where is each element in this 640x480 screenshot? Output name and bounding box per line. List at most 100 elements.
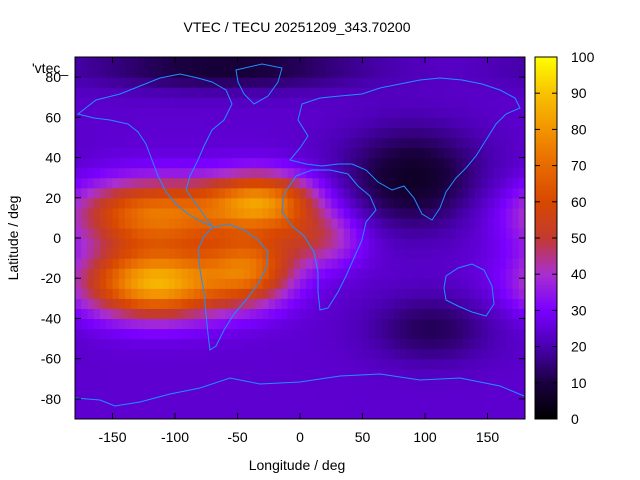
heatmap-cell: [368, 197, 376, 209]
heatmap-cell: [250, 248, 257, 259]
heatmap-cell: [331, 157, 339, 169]
heatmap-cell: [350, 167, 357, 179]
heatmap-cell: [487, 137, 495, 149]
heatmap-cell: [418, 187, 426, 199]
heatmap-cell: [312, 157, 320, 169]
heatmap-cell: [112, 398, 120, 410]
heatmap-cell: [143, 97, 151, 108]
heatmap-cell: [218, 378, 226, 390]
heatmap-cell: [437, 358, 445, 370]
heatmap-cell: [437, 258, 445, 269]
heatmap-cell: [500, 278, 507, 289]
heatmap-cell: [443, 167, 451, 179]
heatmap-cell: [125, 217, 132, 229]
heatmap-cell: [443, 177, 451, 189]
heatmap-cell: [162, 358, 170, 370]
heatmap-cell: [318, 258, 326, 269]
heatmap-cell: [200, 67, 207, 78]
heatmap-cell: [268, 308, 276, 320]
heatmap-cell: [231, 127, 239, 139]
heatmap-cell: [506, 57, 514, 68]
heatmap-cell: [106, 278, 114, 289]
heatmap-cell: [475, 298, 482, 309]
heatmap-cell: [500, 157, 507, 169]
heatmap-cell: [481, 278, 489, 289]
heatmap-cell: [393, 258, 401, 269]
heatmap-cell: [200, 227, 207, 239]
heatmap-cell: [368, 97, 376, 108]
heatmap-cell: [406, 348, 414, 360]
heatmap-cell: [243, 358, 251, 370]
heatmap-cell: [418, 338, 426, 350]
heatmap-cell: [187, 258, 195, 269]
heatmap-cell: [106, 57, 114, 68]
heatmap-cell: [87, 298, 95, 309]
heatmap-cell: [306, 117, 314, 128]
heatmap-cell: [131, 197, 139, 209]
heatmap-cell: [362, 238, 370, 249]
heatmap-cell: [75, 207, 82, 219]
heatmap-cell: [175, 127, 182, 139]
heatmap-cell: [250, 358, 257, 370]
heatmap-cell: [131, 398, 139, 410]
heatmap-cell: [118, 298, 126, 309]
heatmap-cell: [93, 167, 101, 179]
heatmap-cell: [462, 258, 470, 269]
heatmap-cell: [412, 117, 420, 128]
heatmap-cell: [356, 117, 364, 128]
heatmap-cell: [362, 177, 370, 189]
heatmap-cell: [406, 67, 414, 78]
heatmap-cell: [100, 137, 107, 149]
heatmap-cell: [237, 147, 245, 159]
heatmap-cell: [368, 137, 376, 149]
heatmap-cell: [81, 147, 89, 159]
heatmap-cell: [512, 318, 520, 330]
heatmap-cell: [200, 137, 207, 149]
heatmap-cell: [325, 358, 332, 370]
heatmap-cell: [393, 378, 401, 390]
heatmap-cell: [262, 167, 270, 179]
heatmap-cell: [200, 187, 207, 199]
heatmap-cell: [493, 288, 501, 299]
heatmap-cell: [437, 157, 445, 169]
heatmap-cell: [300, 97, 307, 108]
heatmap-cell: [362, 378, 370, 390]
heatmap-cell: [412, 217, 420, 229]
heatmap-cell: [125, 368, 132, 380]
heatmap-cell: [318, 298, 326, 309]
heatmap-cell: [443, 288, 451, 299]
heatmap-cell: [493, 107, 501, 118]
heatmap-cell: [368, 348, 376, 360]
heatmap-cell: [143, 388, 151, 400]
heatmap-cell: [206, 137, 214, 149]
heatmap-cell: [425, 167, 432, 179]
heatmap-cell: [418, 167, 426, 179]
heatmap-cell: [187, 408, 195, 419]
heatmap-cell: [293, 348, 301, 360]
heatmap-cell: [456, 207, 464, 219]
heatmap-cell: [250, 408, 257, 419]
heatmap-cell: [400, 137, 407, 149]
heatmap-cell: [350, 298, 357, 309]
heatmap-cell: [212, 117, 220, 128]
heatmap-cell: [87, 318, 95, 330]
heatmap-cell: [350, 398, 357, 410]
heatmap-cell: [443, 197, 451, 209]
heatmap-cell: [81, 57, 89, 68]
heatmap-cell: [343, 388, 351, 400]
heatmap-cell: [162, 298, 170, 309]
heatmap-cell: [487, 238, 495, 249]
heatmap-cell: [500, 77, 507, 88]
heatmap-cell: [200, 348, 207, 360]
heatmap-cell: [393, 57, 401, 68]
heatmap-cell: [156, 117, 164, 128]
heatmap-cell: [112, 227, 120, 239]
heatmap-cell: [300, 318, 307, 330]
heatmap-cell: [481, 258, 489, 269]
heatmap-cell: [131, 87, 139, 98]
heatmap-cell: [193, 137, 201, 149]
heatmap-cell: [243, 408, 251, 419]
heatmap-cell: [462, 87, 470, 98]
heatmap-cell: [256, 167, 264, 179]
heatmap-cell: [462, 127, 470, 139]
